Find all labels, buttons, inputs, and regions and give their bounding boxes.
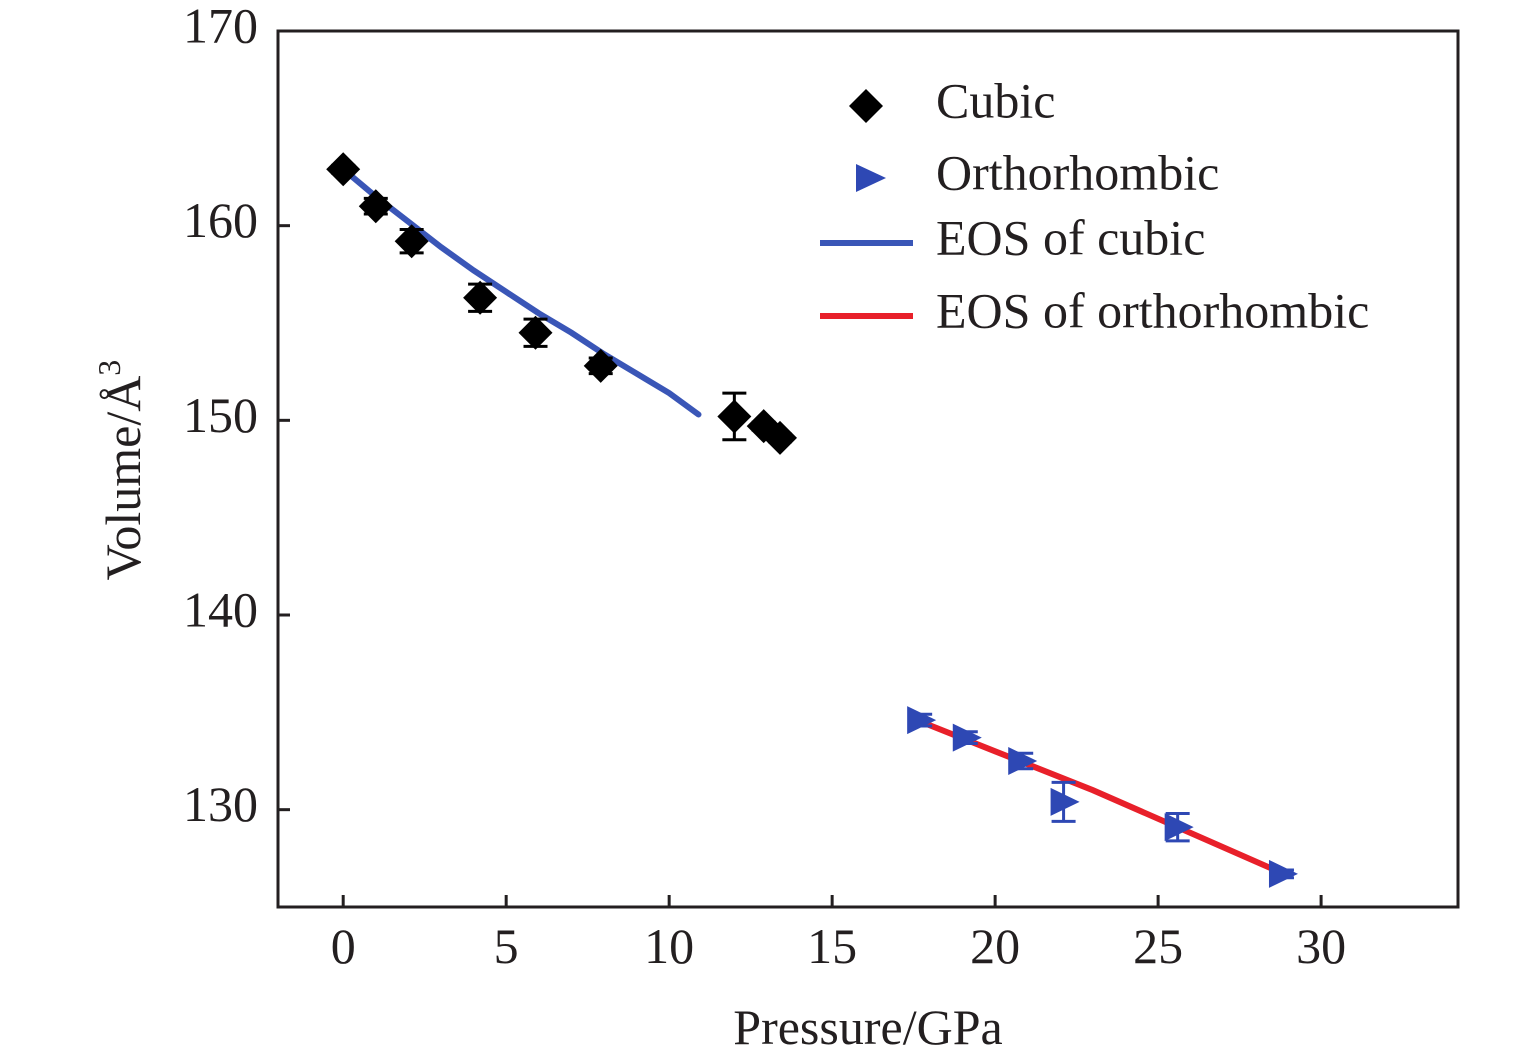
cubic-point — [518, 315, 553, 350]
x-axis-title: Pressure/GPa — [733, 999, 1002, 1055]
legend-orthorhombic-label: Orthorhombic — [936, 144, 1219, 200]
orthorhombic-point — [1268, 859, 1298, 888]
x-tick-label: 10 — [644, 918, 694, 974]
cubic-point — [717, 399, 752, 434]
y-tick-label: 160 — [183, 192, 258, 248]
legend-cubic-label: Cubic — [936, 72, 1055, 128]
cubic-point — [463, 280, 498, 315]
y-axis-title: Volume/Å3 — [91, 360, 151, 581]
x-tick-label: 15 — [807, 918, 857, 974]
y-tick-label: 170 — [183, 0, 258, 53]
x-tick-label: 20 — [970, 918, 1020, 974]
plot-frame — [276, 29, 1460, 909]
legend-eos-cubic-label: EOS of cubic — [936, 209, 1205, 265]
x-axis: 0 5 10 15 20 25 30 — [331, 895, 1346, 974]
orthorhombic-point — [907, 706, 937, 735]
eos-curve — [340, 166, 702, 418]
y-axis-title-text: Volume/Å — [95, 376, 151, 581]
y-axis: 130 140 150 160 170 — [183, 0, 290, 832]
orthorhombic-point — [952, 723, 982, 752]
legend-eos-orthorhombic-label: EOS of orthorhombic — [936, 282, 1369, 338]
plot-area — [326, 152, 1298, 888]
y-axis-title-superscript: 3 — [91, 360, 127, 376]
legend-cubic-marker — [849, 89, 883, 123]
cubic-point — [762, 420, 797, 455]
x-tick-label: 25 — [1133, 918, 1183, 974]
x-tick-label: 5 — [494, 918, 519, 974]
y-tick-label: 140 — [183, 581, 258, 637]
cubic-point — [358, 189, 393, 224]
cubic-point — [583, 348, 618, 383]
orthorhombic-point — [1164, 813, 1194, 842]
cubic-point — [326, 152, 361, 187]
cubic-point — [394, 224, 429, 259]
x-tick-label: 30 — [1296, 918, 1346, 974]
y-tick-label: 150 — [183, 387, 258, 443]
orthorhombic-point — [1008, 747, 1038, 775]
orthorhombic-point — [1050, 787, 1080, 816]
x-tick-label: 0 — [331, 918, 356, 974]
legend: Cubic Orthorhombic EOS of cubic EOS of o… — [820, 72, 1369, 338]
legend-orthorhombic-marker — [856, 164, 886, 192]
y-tick-label: 130 — [183, 776, 258, 832]
